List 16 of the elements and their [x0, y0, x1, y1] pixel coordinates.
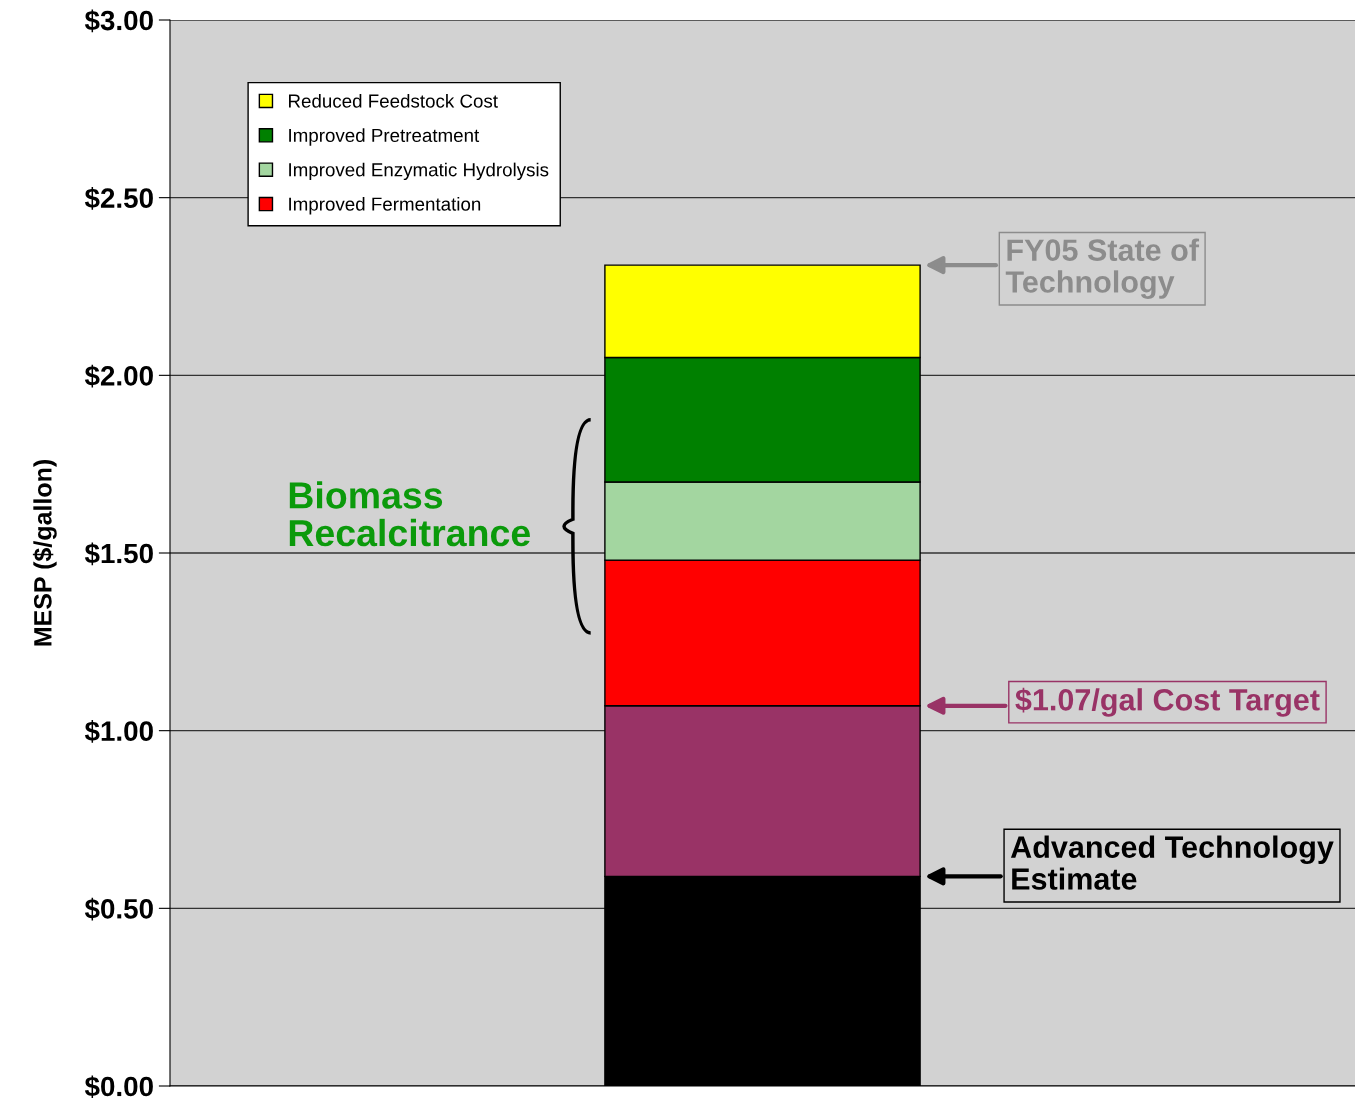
legend-label: Improved Pretreatment — [289, 128, 480, 146]
y-tick-label: $3.00 — [84, 9, 153, 33]
legend-label: Improved Enzymatic Hydrolysis — [289, 162, 549, 181]
legend-label: Improved Fermentation — [289, 196, 481, 215]
annotation: Advanced Technology Estimate — [1010, 835, 1334, 890]
annotation: FY05 State of Technology — [1005, 238, 1200, 299]
y-tick-label: $0.00 — [84, 1075, 153, 1098]
y-tick-label: $1.00 — [84, 720, 153, 743]
y-tick-label: $2.00 — [84, 364, 153, 388]
annotation: $1.07/gal Cost Target — [1015, 687, 1320, 717]
annotation: Biomass Recalcitrance — [289, 481, 530, 547]
y-tick-label: $1.50 — [84, 542, 153, 566]
y-tick-label: $2.50 — [84, 187, 153, 210]
legend-label: Reduced Feedstock Cost — [289, 93, 498, 108]
y-tick-label: $0.50 — [84, 897, 153, 921]
y-axis-title: MESP ($/gallon) — [32, 460, 57, 646]
